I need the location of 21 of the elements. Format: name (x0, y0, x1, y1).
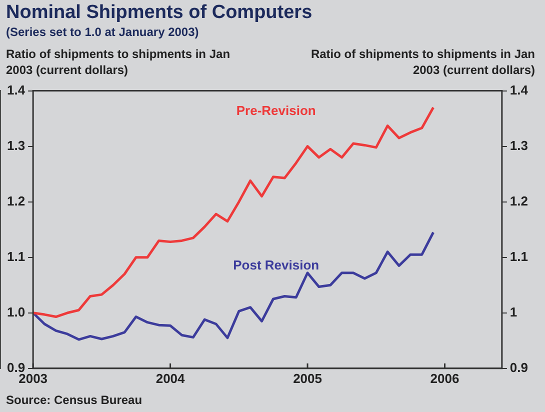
series-label: Post Revision (233, 257, 320, 272)
x-tick-label: 2004 (156, 370, 186, 386)
y2-tick-label: 1.4 (510, 82, 529, 98)
y2-tick-label: 1.1 (510, 248, 528, 264)
chart-subtitle: (Series set to 1.0 at January 2003) (6, 25, 199, 39)
x-tick-label: 2005 (293, 370, 322, 386)
y2-tick-label: 1 (510, 304, 518, 320)
y-axis-title: Ratio of shipments to shipments in Jan 2003 (current dollars) (6, 46, 232, 78)
y2-axis-title: Ratio of shipments to shipments in Jan 2003 (current dollars) (310, 46, 535, 78)
y2-tick-label: 1.3 (510, 138, 528, 153)
y-tick-label: 1.1 (6, 248, 26, 264)
y2-tick-label: 1.2 (510, 193, 528, 208)
y-tick-label: 1.0 (6, 304, 26, 320)
y2-tick-label: 0.9 (510, 360, 528, 375)
x-tick-label: 2006 (430, 370, 460, 386)
chart-title: Nominal Shipments of Computers (6, 2, 312, 24)
source-note: Source: Census Bureau (6, 393, 142, 407)
y-tick-label: 1.2 (6, 193, 26, 208)
y-tick-label: 1.4 (6, 82, 26, 98)
y-tick-label: 1.3 (6, 138, 26, 153)
text: Pre-Revision (236, 102, 316, 118)
